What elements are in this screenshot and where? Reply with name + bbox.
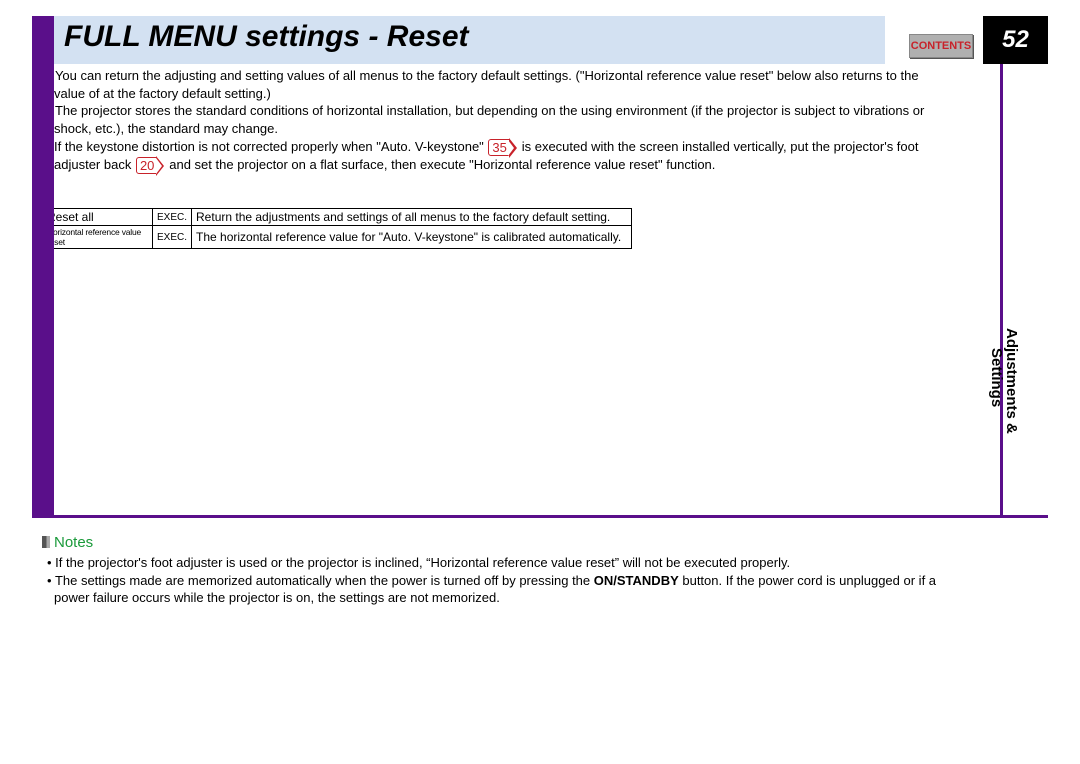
section-tab: Adjustments & Settings <box>1010 328 1036 458</box>
body-line-3b-pre: adjuster back <box>54 157 135 172</box>
cell-desc: The horizontal reference value for "Auto… <box>192 226 632 249</box>
body-line-3a-post: is executed with the screen installed ve… <box>522 139 919 154</box>
body-line-1a: You can return the adjusting and setting… <box>55 68 919 83</box>
body-line-1b: value of at the factory default setting.… <box>42 86 1042 103</box>
contents-button[interactable]: CONTENTS <box>909 34 973 58</box>
note-2-bold: ON/STANDBY <box>594 573 679 588</box>
notes-icon <box>42 536 50 548</box>
body-line-3a-pre: If the keystone distortion is not correc… <box>54 139 487 154</box>
cell-action: EXEC. <box>153 226 192 249</box>
section-tab-line1: Adjustments & <box>1003 328 1020 434</box>
purple-divider <box>32 515 1048 518</box>
body-text: • You can return the adjusting and setti… <box>42 68 1042 175</box>
cell-name: Reset all <box>43 209 153 226</box>
body-line-3b-post: and set the projector on a flat surface,… <box>169 157 715 172</box>
body-line-2a: The projector stores the standard condit… <box>55 103 924 118</box>
body-line-2b: shock, etc.), the standard may change. <box>42 121 1042 138</box>
table-row: Horizontal reference value reset EXEC. T… <box>43 226 632 249</box>
page-number: 52 <box>983 16 1048 64</box>
notes-title-text: Notes <box>54 534 93 551</box>
cell-desc: Return the adjustments and settings of a… <box>192 209 632 226</box>
notes-block: Notes • If the projector's foot adjuster… <box>42 534 1042 608</box>
table-row: Reset all EXEC. Return the adjustments a… <box>43 209 632 226</box>
cell-action: EXEC. <box>153 209 192 226</box>
left-purple-bar <box>32 16 54 518</box>
page-title: FULL MENU settings - Reset <box>64 20 469 54</box>
note-2-end: power failure occurs while the projector… <box>54 590 500 605</box>
reset-table: Reset all EXEC. Return the adjustments a… <box>42 208 632 249</box>
note-2-mid: button. If the power cord is unplugged o… <box>679 573 936 588</box>
cell-name: Horizontal reference value reset <box>43 226 153 249</box>
page-ref-20[interactable]: 20 <box>136 157 157 174</box>
page-ref-35[interactable]: 35 <box>488 139 509 156</box>
note-1: If the projector's foot adjuster is used… <box>55 555 790 570</box>
notes-title: Notes <box>42 534 1042 551</box>
note-2-pre: The settings made are memorized automati… <box>55 573 594 588</box>
section-tab-line2: Settings <box>988 348 1005 407</box>
